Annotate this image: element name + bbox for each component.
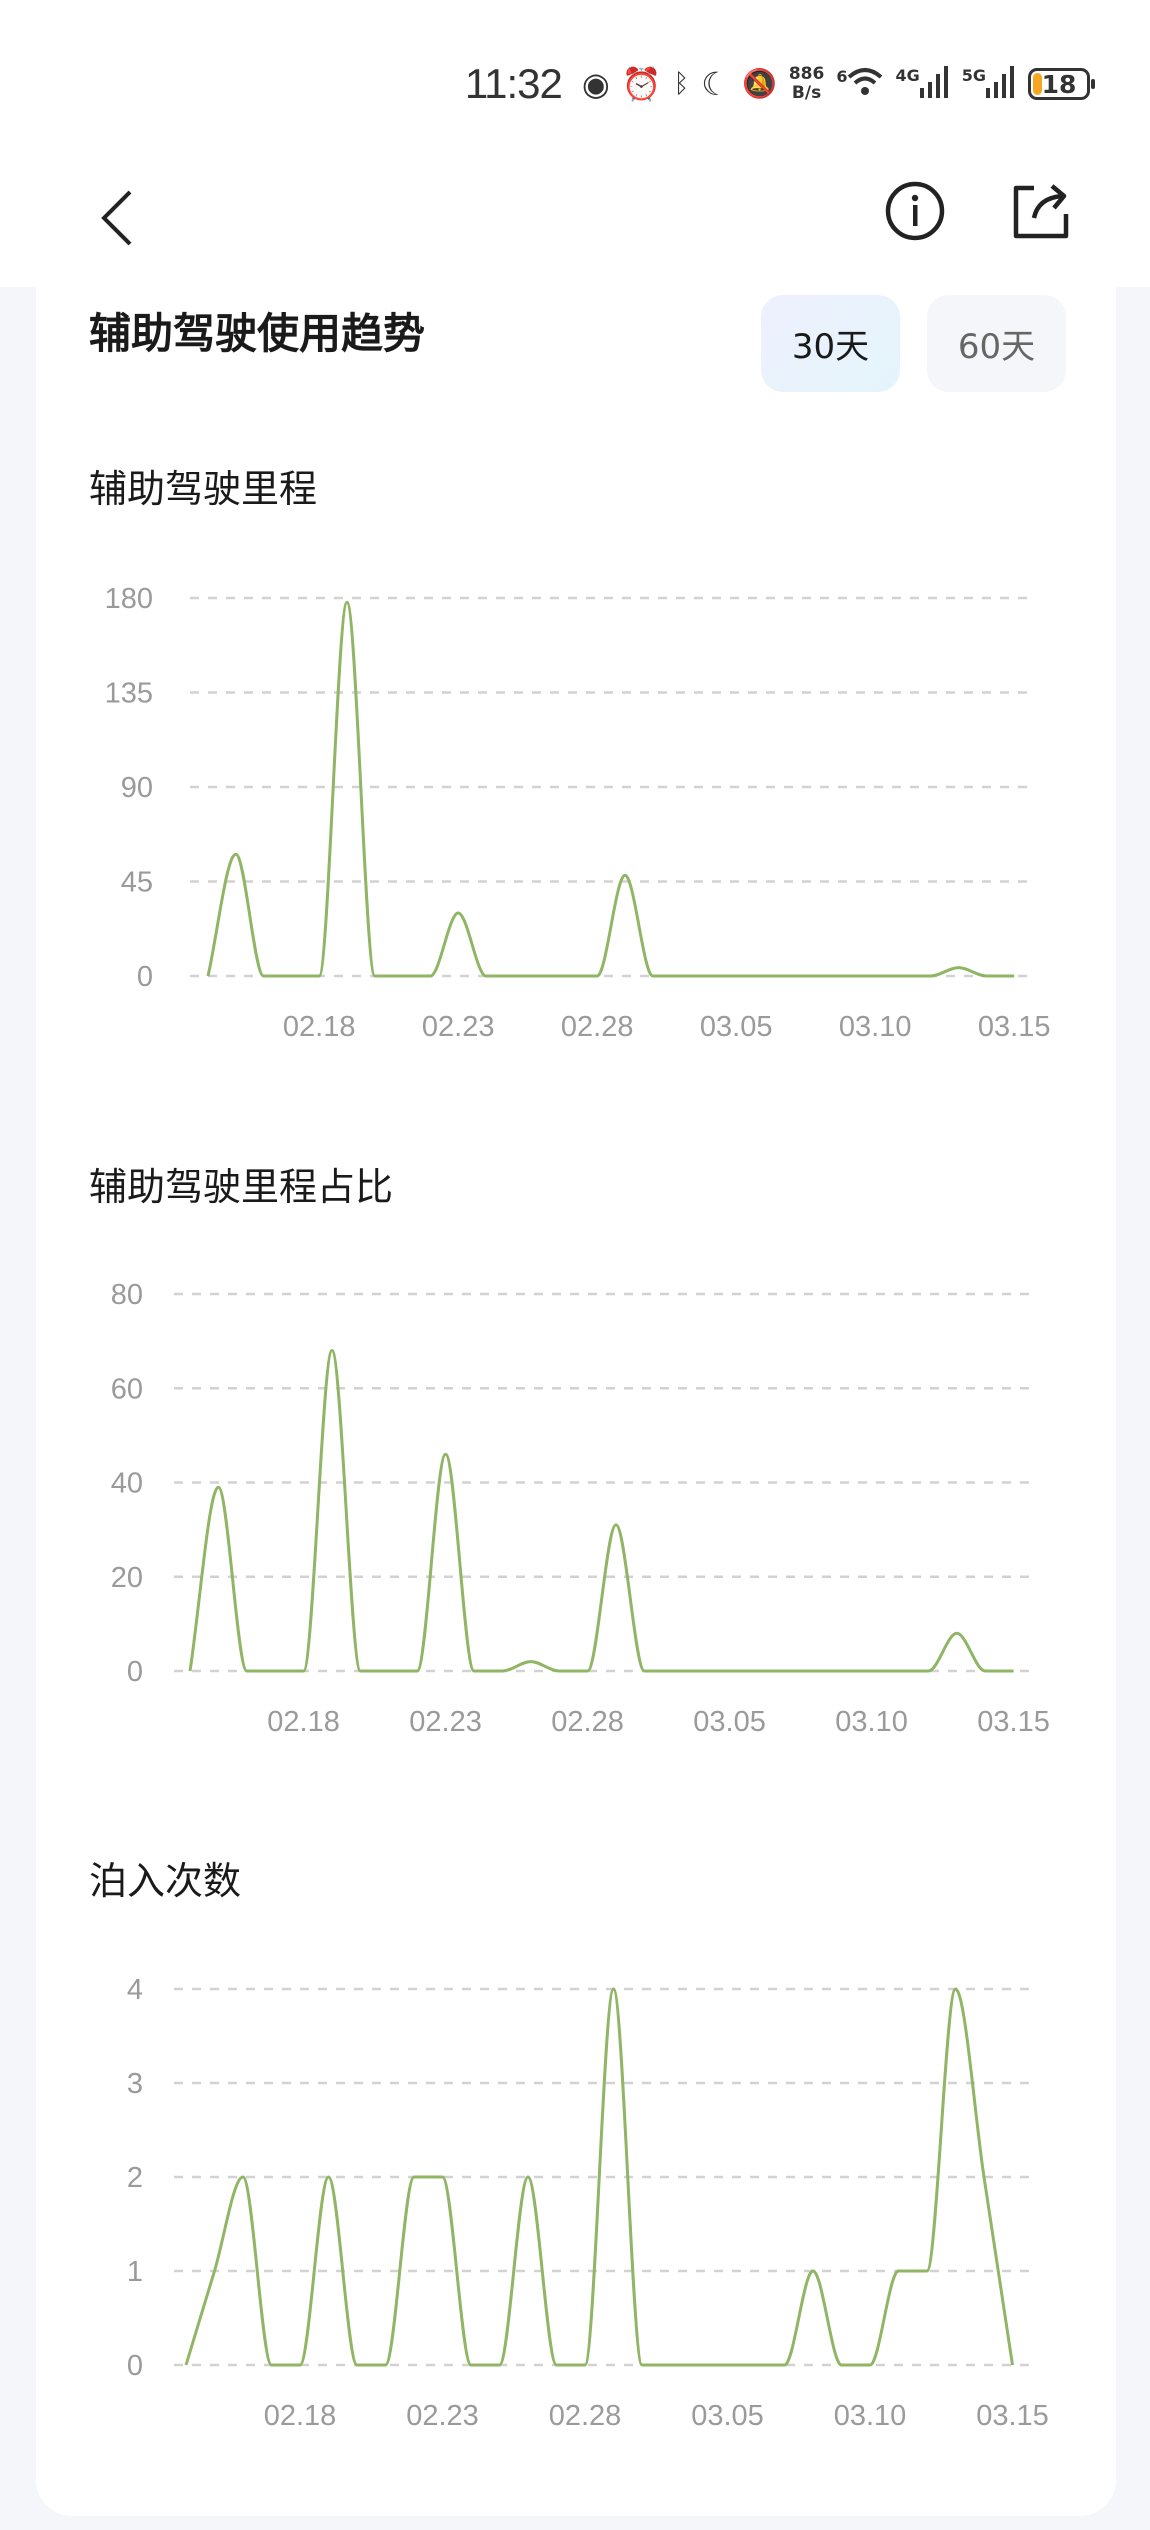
- y-tick-label: 60: [111, 1373, 143, 1405]
- x-tick-label: 03.10: [839, 1011, 912, 1043]
- x-tick-label: 03.05: [693, 1706, 766, 1738]
- x-tick-label: 02.28: [551, 1706, 624, 1738]
- x-tick-label: 02.28: [549, 2400, 622, 2432]
- series-line: [188, 1349, 1014, 1673]
- y-tick-label: 0: [137, 961, 153, 993]
- chart-title-parking-count: 泊入次数: [89, 1859, 242, 1903]
- y-tick-label: 0: [127, 1656, 143, 1688]
- signal-icon: 4G: [895, 66, 949, 102]
- mileage-chart: 0 45 90 135 180 02.18 02.23 02.28 03.05 03.10 03.1…: [105, 583, 1051, 1043]
- net-speed-value: 886: [788, 64, 825, 84]
- y-tick-label: 180: [105, 583, 153, 615]
- x-tick-label: 02.23: [409, 1706, 482, 1738]
- wifi-label: 6: [836, 67, 848, 86]
- x-tick-label: 03.05: [691, 2400, 764, 2432]
- share-icon: [1013, 184, 1069, 239]
- range-30-days-button[interactable]: 30天: [761, 295, 900, 392]
- card-title: 辅助驾驶使用趋势: [89, 309, 426, 358]
- y-tick-label: 90: [121, 772, 153, 804]
- battery-level: 18: [1041, 69, 1077, 99]
- net-speed: 886 B/s: [789, 65, 825, 103]
- y-tick-label: 135: [105, 678, 153, 710]
- chart-title-mileage-ratio: 辅助驾驶里程占比: [89, 1165, 394, 1209]
- top-bar: 11:32 ◉ ⏰ ᛒ ☾ 🔕 886 B/s 6 4G 5G 18: [0, 0, 1150, 287]
- moon-icon: ☾: [701, 65, 730, 103]
- y-tick-label: 40: [111, 1468, 143, 1500]
- info-circle-icon: [885, 181, 945, 241]
- usage-trend-card: [36, 287, 1116, 2516]
- y-tick-label: 3: [127, 2068, 143, 2100]
- bluetooth-icon: ᛒ: [673, 69, 690, 99]
- x-tick-label: 03.15: [976, 2400, 1049, 2432]
- x-tick-label: 03.10: [834, 2400, 907, 2432]
- alarm-icon: ⏰: [621, 65, 662, 103]
- series-line: [206, 600, 1015, 978]
- status-bar: 11:32 ◉ ⏰ ᛒ ☾ 🔕 886 B/s 6 4G 5G 18: [464, 56, 1095, 112]
- x-tick-label: 02.23: [422, 1011, 495, 1043]
- battery-icon: 18: [1028, 68, 1095, 100]
- wifi-icon: 6: [836, 67, 883, 101]
- sim2-label: 5G: [961, 66, 986, 85]
- x-tick-label: 02.18: [283, 1011, 356, 1043]
- y-tick-label: 4: [127, 1974, 143, 2006]
- y-tick-label: 20: [111, 1562, 143, 1594]
- y-tick-label: 0: [127, 2350, 143, 2382]
- share-button[interactable]: [1010, 180, 1072, 242]
- mileage-ratio-chart: 0 20 40 60 80 02.18 02.23 02.28 03.05 03.10 03.15: [111, 1279, 1050, 1738]
- x-tick-label: 02.28: [561, 1011, 634, 1043]
- x-tick-label: 03.15: [978, 1011, 1051, 1043]
- series-line: [184, 1987, 1014, 2367]
- eye-icon: ◉: [581, 65, 610, 103]
- parking-count-chart: 0 1 2 3 4 02.18 02.23 02.28 03.05 03.10 03.15: [127, 1974, 1049, 2432]
- net-speed-unit: B/s: [791, 83, 822, 103]
- x-tick-label: 02.18: [267, 1706, 340, 1738]
- signal-icon: 5G: [962, 66, 1016, 102]
- x-tick-label: 03.05: [700, 1011, 773, 1043]
- x-tick-label: 02.23: [406, 2400, 479, 2432]
- back-button[interactable]: [92, 188, 142, 248]
- range-60-days-button[interactable]: 60天: [927, 295, 1066, 392]
- y-tick-label: 45: [121, 867, 153, 899]
- sim1-label: 4G: [895, 66, 920, 85]
- chart-title-mileage: 辅助驾驶里程: [89, 467, 318, 511]
- status-time: 11:32: [464, 60, 563, 107]
- x-tick-label: 02.18: [264, 2400, 337, 2432]
- y-tick-label: 1: [127, 2256, 143, 2288]
- x-tick-label: 03.10: [835, 1706, 908, 1738]
- bell-off-icon: 🔕: [741, 67, 777, 100]
- info-button[interactable]: [884, 180, 946, 242]
- y-tick-label: 2: [127, 2162, 143, 2194]
- x-tick-label: 03.15: [977, 1706, 1050, 1738]
- y-tick-label: 80: [111, 1279, 143, 1311]
- chevron-left-icon: [101, 190, 132, 246]
